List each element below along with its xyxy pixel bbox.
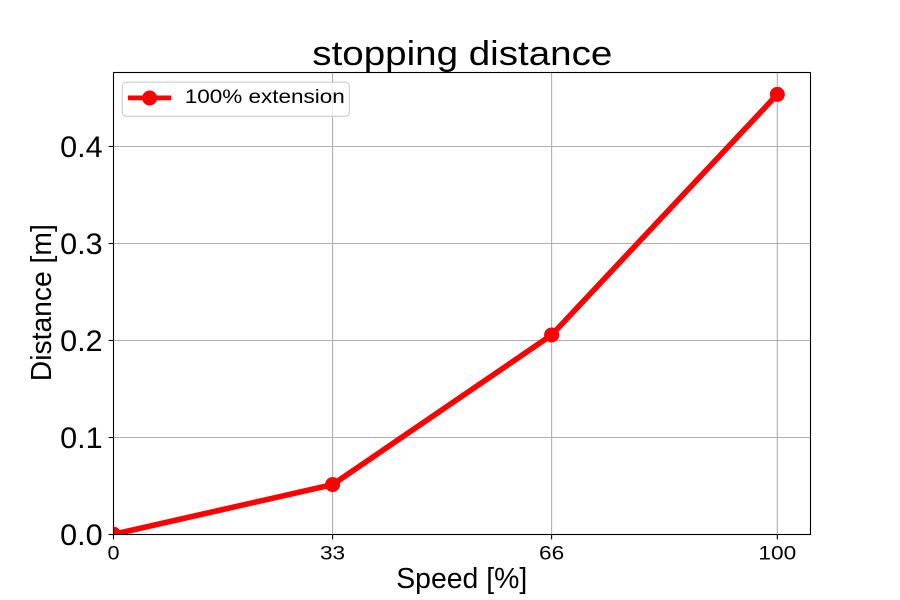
svg-text:stopping distance: stopping distance [312,35,612,73]
svg-text:33: 33 [320,542,345,564]
svg-text:100: 100 [758,542,796,564]
svg-text:0.2: 0.2 [60,326,103,358]
svg-text:0.1: 0.1 [60,423,103,455]
svg-text:100% extension: 100% extension [185,86,345,108]
svg-text:66: 66 [539,542,564,564]
svg-text:0.0: 0.0 [60,520,103,552]
svg-text:0.4: 0.4 [60,132,103,164]
svg-text:Distance [m]: Distance [m] [26,224,58,381]
svg-text:0: 0 [108,542,120,564]
svg-text:0.3: 0.3 [60,229,103,261]
svg-text:Speed [%]: Speed [%] [396,563,527,595]
